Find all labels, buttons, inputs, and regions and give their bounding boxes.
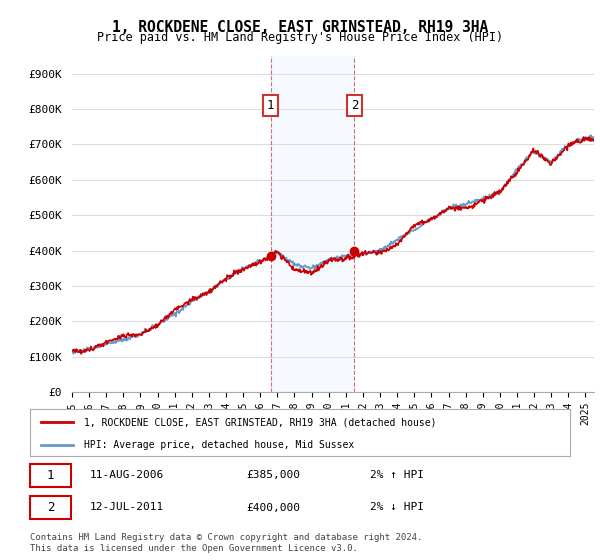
Text: Contains HM Land Registry data © Crown copyright and database right 2024.
This d: Contains HM Land Registry data © Crown c…	[30, 533, 422, 553]
Text: 2: 2	[47, 501, 54, 514]
Text: £400,000: £400,000	[246, 502, 300, 512]
FancyBboxPatch shape	[30, 496, 71, 519]
Bar	[271, 56, 355, 392]
Text: 1, ROCKDENE CLOSE, EAST GRINSTEAD, RH19 3HA (detached house): 1, ROCKDENE CLOSE, EAST GRINSTEAD, RH19 …	[84, 417, 437, 427]
Text: 2% ↓ HPI: 2% ↓ HPI	[370, 502, 424, 512]
Text: 1: 1	[47, 469, 54, 482]
Text: 1: 1	[267, 99, 274, 112]
Text: HPI: Average price, detached house, Mid Sussex: HPI: Average price, detached house, Mid …	[84, 440, 354, 450]
Text: 11-AUG-2006: 11-AUG-2006	[89, 470, 164, 480]
Text: 1, ROCKDENE CLOSE, EAST GRINSTEAD, RH19 3HA: 1, ROCKDENE CLOSE, EAST GRINSTEAD, RH19 …	[112, 20, 488, 35]
Text: £385,000: £385,000	[246, 470, 300, 480]
Text: 2: 2	[350, 99, 358, 112]
Text: 12-JUL-2011: 12-JUL-2011	[89, 502, 164, 512]
FancyBboxPatch shape	[30, 464, 71, 487]
Text: 2% ↑ HPI: 2% ↑ HPI	[370, 470, 424, 480]
Text: Price paid vs. HM Land Registry's House Price Index (HPI): Price paid vs. HM Land Registry's House …	[97, 31, 503, 44]
